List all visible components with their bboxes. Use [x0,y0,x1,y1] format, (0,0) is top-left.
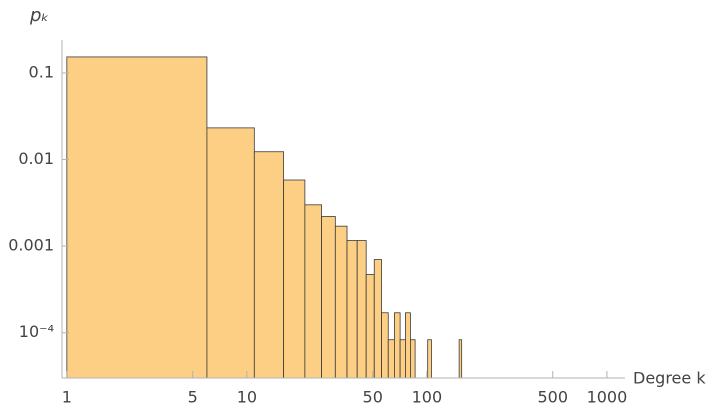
x-axis-label: Degree k [633,369,706,388]
y-axis-label: pₖ [29,5,49,26]
y-tick-label: 0.1 [29,62,54,81]
bar [387,339,395,379]
bar [427,339,432,379]
bar [304,204,322,379]
bar [394,312,401,379]
bar [283,179,306,379]
x-tick-label: 1000 [587,388,628,407]
bar [334,225,348,379]
bar [321,216,336,379]
bar [365,274,375,379]
bar [356,240,367,379]
bar [405,312,411,379]
bar [399,339,406,379]
x-tick-label: 10 [237,388,257,407]
x-tick-label: 50 [363,388,383,407]
bar [381,312,389,379]
bar [253,151,285,379]
x-tick-label: 5 [188,388,198,407]
bar [410,339,416,379]
x-tick-label: 100 [412,388,443,407]
y-tick-label: 10⁻⁴ [19,322,54,341]
x-tick-label: 1 [62,388,72,407]
y-tick-label: 0.001 [8,236,54,255]
x-tick-label: 500 [537,388,568,407]
y-tick-label: 0.01 [18,149,54,168]
bar [458,339,463,379]
bar [373,259,382,379]
bar [66,56,208,379]
bar [206,127,255,379]
bar [346,240,358,379]
